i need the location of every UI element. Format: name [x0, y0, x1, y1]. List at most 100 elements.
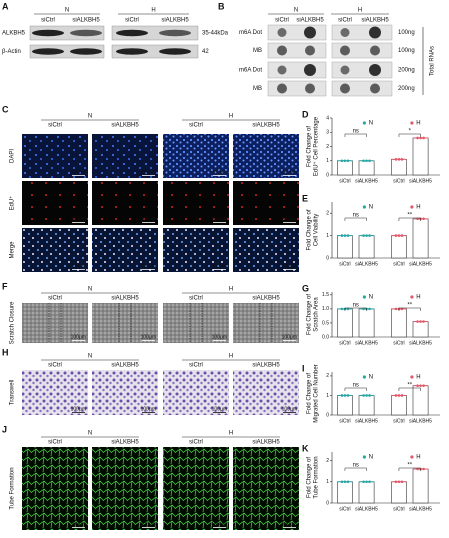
x-tick-label: siCtrl [393, 178, 404, 184]
lane-label: siALKBH5 [72, 18, 100, 24]
bar-dot [368, 159, 371, 163]
micrograph [22, 447, 88, 530]
row-label: β-Actin [2, 49, 21, 55]
bar-dot [368, 234, 371, 237]
group-label: H [229, 354, 233, 360]
bar-dot [397, 480, 401, 484]
dot [340, 83, 350, 94]
bar [337, 235, 353, 259]
micrograph [92, 370, 158, 415]
lane-label: siALKBH5 [296, 18, 324, 24]
bar-dot [416, 384, 419, 387]
bar [337, 395, 353, 416]
y-tick-label: 1 [326, 479, 329, 485]
bar [358, 160, 375, 176]
legend-marker [362, 455, 366, 459]
lane-label: siALKBH5 [252, 123, 280, 129]
legend-marker [410, 455, 414, 459]
dot-blot-image [267, 42, 327, 59]
lane-label: siCtrl [189, 440, 203, 446]
panel-label: F [2, 281, 8, 291]
scale-bar-label: 100μm [212, 406, 227, 412]
amount-label: 200ng [398, 68, 415, 74]
bar [358, 481, 375, 504]
bar-dot [400, 158, 404, 161]
bar-dot [416, 467, 419, 471]
dot [277, 28, 287, 37]
scale-bar-label: 200μm [141, 169, 156, 175]
legend-label: H [416, 375, 420, 381]
y-tick-label: 0.0 [322, 334, 329, 340]
significance-label: ** [407, 213, 412, 219]
y-axis-label: Fold Change of [307, 294, 313, 335]
significance-bracket [344, 217, 367, 221]
micrograph [22, 134, 88, 178]
amount-label: 100ng [398, 30, 415, 36]
lane-label: siALKBH5 [361, 18, 389, 24]
legend-label: H [416, 205, 420, 211]
blot-band [116, 29, 148, 37]
lane-label: siALKBH5 [161, 18, 189, 24]
y-axis-label: EdU⁺ Cell Percentage [313, 116, 320, 176]
significance-bracket [398, 217, 421, 221]
x-tick-label: siALKBH5 [355, 506, 378, 512]
micrograph [92, 303, 158, 343]
scale-bar-label: 500μm [212, 521, 227, 527]
legend-label: H [416, 295, 420, 301]
blot-image [29, 44, 105, 59]
y-axis-label: Fold Change of [307, 457, 313, 498]
bar-dot [346, 394, 350, 397]
bar-dot [343, 159, 347, 163]
x-tick-label: siALKBH5 [355, 178, 378, 184]
scale-bar-label: 100μm [141, 334, 156, 340]
bar-dot [343, 394, 347, 397]
lane-label: siCtrl [338, 18, 352, 24]
significance-label: * [409, 129, 412, 135]
group-label: H [229, 114, 233, 120]
scale-bar-label: 200μm [212, 216, 227, 222]
bar-dot [422, 217, 425, 221]
x-tick-label: siALKBH5 [409, 261, 432, 267]
micrograph [163, 228, 229, 272]
bar-dot [365, 159, 368, 163]
bar [412, 137, 429, 176]
bar [358, 308, 375, 338]
scale-bar-label: 200μm [282, 216, 297, 222]
significance-label: ** [407, 463, 412, 469]
bar-dot [422, 467, 425, 471]
side-label: Total RNAs [430, 46, 436, 76]
bar [412, 468, 429, 504]
scale-bar-label: 200μm [71, 169, 86, 175]
y-axis-label: Tube Formation [314, 456, 320, 498]
bar-dot [365, 480, 368, 484]
dot-blot-image [267, 80, 327, 97]
group-label: N [294, 8, 298, 14]
legend-marker [410, 375, 414, 379]
scale-bar-label: 200μm [141, 263, 156, 269]
micrograph [92, 228, 158, 272]
bar [358, 395, 375, 416]
bar [391, 235, 407, 259]
blot-band [32, 29, 64, 37]
micrograph [233, 181, 299, 225]
y-tick-label: 4 [326, 115, 329, 121]
bar-dot [419, 136, 422, 140]
bar-dot [416, 136, 419, 140]
bar-dot [416, 320, 419, 323]
bar-dot [346, 159, 350, 163]
y-tick-label: 2 [326, 144, 329, 150]
lane-label: siCtrl [125, 18, 139, 24]
bar [337, 160, 353, 176]
scale-bar-label: 100μm [141, 406, 156, 412]
blot-band [70, 29, 102, 37]
y-axis-label: Fold Change of [307, 209, 313, 250]
x-tick-label: siALKBH5 [355, 340, 378, 346]
bar-dot [368, 480, 371, 484]
legend-marker [362, 295, 366, 299]
row-label: ALKBH5 [2, 31, 26, 37]
significance-label: ns [353, 303, 359, 309]
lane-label: siCtrl [189, 123, 203, 129]
lane-label: siCtrl [48, 363, 62, 369]
y-tick-label: 2 [326, 458, 329, 464]
